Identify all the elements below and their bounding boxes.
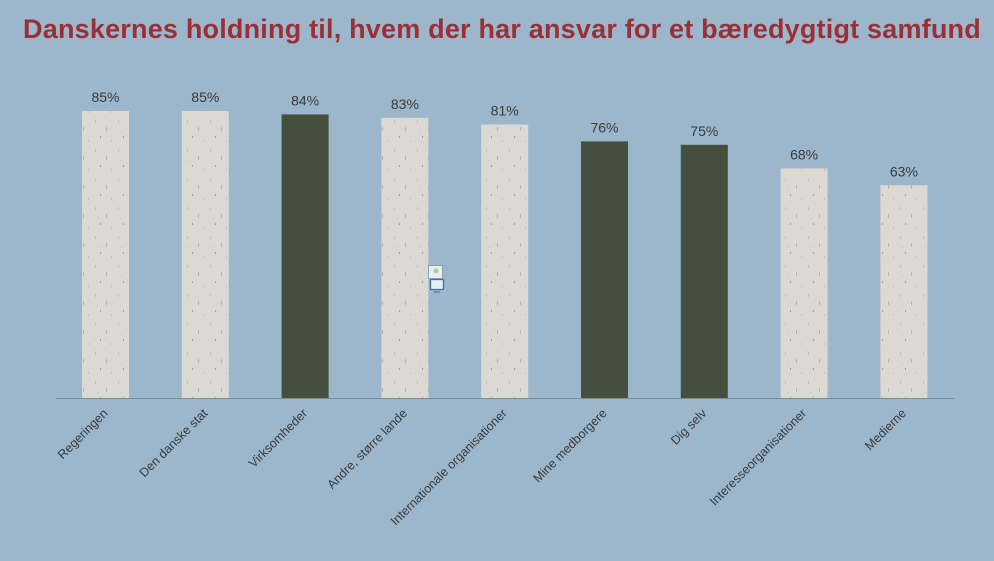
image-placeholder-icon: [428, 265, 445, 293]
bar-4: [381, 117, 429, 399]
bar-6: [581, 141, 628, 398]
bar-9: [880, 185, 928, 398]
value-label-7: 75%: [690, 123, 718, 139]
bar-5: [481, 124, 529, 398]
category-label-3: Virksomheder: [246, 406, 310, 470]
value-label-5: 81%: [491, 103, 519, 119]
category-label-4: Andre, større lande: [324, 406, 410, 492]
bar-3: [281, 114, 329, 399]
value-label-1: 85%: [91, 89, 119, 105]
category-label-1: Regeringen: [55, 406, 111, 462]
value-label-6: 76%: [590, 119, 618, 135]
value-label-9: 63%: [890, 163, 918, 179]
category-label-8: Interesseorganisationer: [707, 406, 809, 508]
bar-1: [82, 111, 129, 398]
category-label-7: Dig selv: [668, 406, 710, 448]
value-label-3: 84%: [291, 92, 319, 108]
category-label-9: Medierne: [862, 406, 909, 453]
chart-title: Danskernes holdning til, hvem der har an…: [23, 14, 981, 44]
value-label-8: 68%: [790, 146, 818, 162]
value-label-2: 85%: [191, 89, 219, 105]
bar-8: [780, 168, 828, 398]
category-label-2: Den danske stat: [137, 406, 211, 480]
category-label-5: Internationale organisationer: [388, 406, 510, 528]
category-label-6: Mine medborgere: [530, 406, 609, 485]
bar-2: [181, 111, 229, 398]
bar-7: [680, 144, 728, 398]
value-label-4: 83%: [391, 96, 419, 112]
